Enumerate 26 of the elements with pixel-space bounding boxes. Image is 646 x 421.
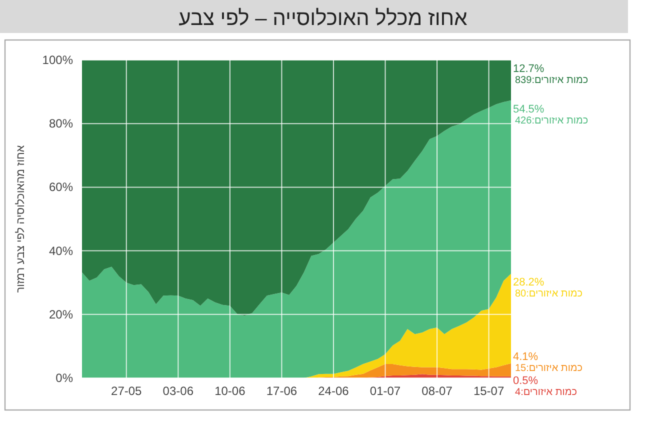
- data-label: 12.7%: [513, 63, 544, 75]
- y-tick-label: 20%: [48, 307, 74, 322]
- x-tick-label: 01-07: [370, 384, 401, 398]
- series-label: כמות איזורים:839: [515, 75, 588, 86]
- y-tick-label: 80%: [48, 116, 74, 131]
- y-tick-label: 0%: [56, 371, 74, 385]
- y-tick-label: 40%: [48, 244, 74, 258]
- data-label: 4.1%: [513, 351, 538, 363]
- x-tick-label: 10-06: [214, 384, 246, 398]
- y-axis-title: אחוז מהאוכלוסיה לפי צבע רמזור: [15, 145, 27, 293]
- series-label: כמות איזורים:80: [515, 288, 583, 300]
- y-tick-label: 100%: [42, 53, 74, 67]
- x-tick-label: 27-05: [111, 384, 142, 398]
- x-tick-label: 17-06: [266, 384, 298, 398]
- y-tick-label: 60%: [48, 180, 74, 194]
- x-tick-label: 24-06: [318, 384, 350, 398]
- data-label: 54.5%: [513, 103, 544, 116]
- x-tick-label: 15-07: [473, 384, 504, 398]
- data-label: 28.2%: [513, 276, 544, 289]
- x-tick-label: 08-07: [422, 384, 453, 398]
- series-label: כמות איזורים:15: [515, 363, 583, 374]
- chart-title: אחוז מכלל האוכלוסייה – לפי צבע: [178, 7, 468, 30]
- series-label: כמות איזורים:426: [515, 115, 588, 126]
- data-label: 0.5%: [513, 375, 538, 387]
- series-label: כמות איזורים:4: [515, 387, 577, 398]
- x-tick-label: 03-06: [162, 384, 194, 398]
